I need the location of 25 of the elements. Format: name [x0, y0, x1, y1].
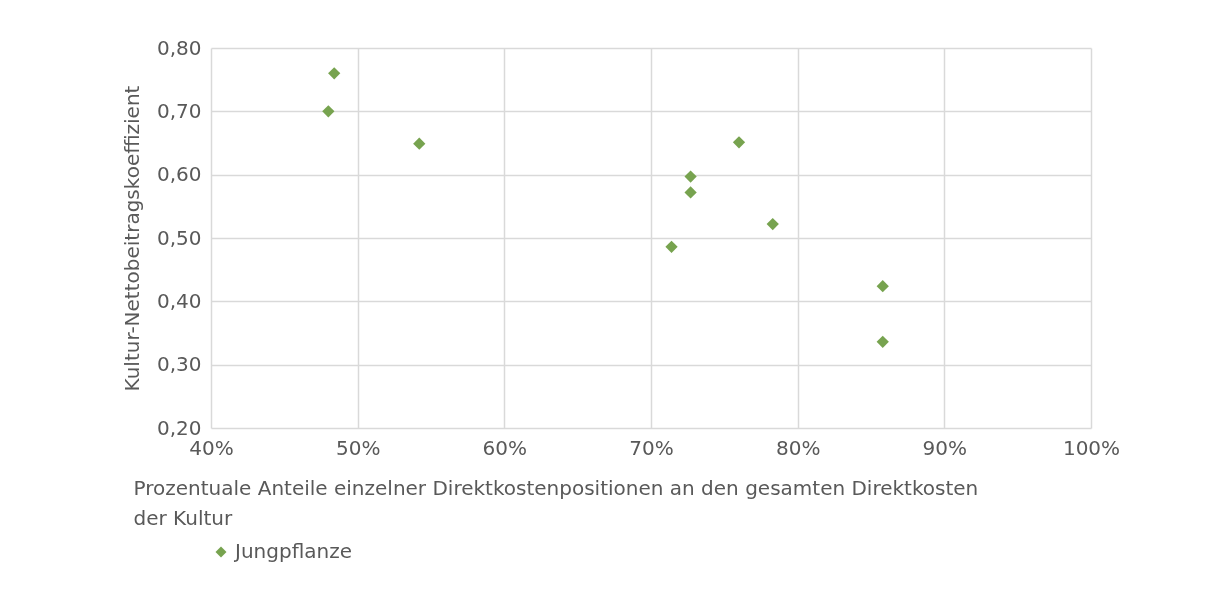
x-tick-label: 60%: [482, 435, 528, 460]
x-tick-label: 90%: [922, 435, 968, 460]
x-axis-title: Prozentuale Anteile einzelner Direktkostenpositionen an den gesamten Direktkosten der Kultur: [133, 475, 979, 530]
y-tick-label: 0,40: [156, 288, 202, 313]
y-tick-label: 0,70: [156, 98, 202, 123]
point: [766, 217, 779, 231]
point: [684, 186, 697, 199]
x-tick-label: 80%: [775, 435, 821, 460]
legend-label: Jungpflanze: [233, 539, 352, 563]
point: [328, 67, 341, 80]
x-tick-label: 50%: [335, 435, 381, 460]
point: [732, 136, 746, 149]
point: [876, 280, 889, 293]
point: [684, 170, 697, 183]
y-tick-label: 0,80: [156, 35, 202, 60]
point: [665, 240, 678, 253]
point: [876, 335, 889, 348]
y-tick-label: 0,30: [156, 352, 202, 377]
y-tick-label: 0,50: [156, 225, 202, 250]
point: [322, 105, 335, 118]
x-tick-label: 100%: [1062, 435, 1121, 460]
point: [413, 137, 426, 150]
y-axis-title: Kultur-Nettobeitragskoeffizient: [119, 85, 144, 392]
x-tick-label: 70%: [629, 435, 674, 460]
y-tick-label: 0,60: [156, 162, 202, 187]
